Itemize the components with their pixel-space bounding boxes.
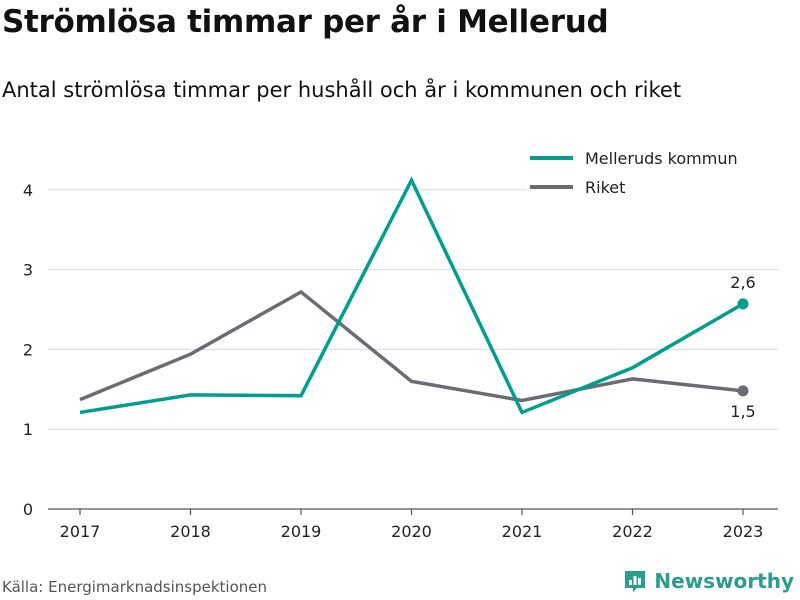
series-layer: [79, 176, 749, 415]
chart-subtitle: Antal strömlösa timmar per hushåll och å…: [2, 78, 682, 102]
end-value-label-riket: 1,5: [730, 402, 755, 421]
y-tick-label: 1: [23, 420, 33, 439]
brand-name: Newsworthy: [654, 569, 794, 593]
source-note: Källa: Energimarknadsinspektionen: [2, 578, 268, 596]
legend-label-kommun: Melleruds kommun: [585, 149, 738, 168]
y-tick-label: 2: [23, 340, 33, 359]
series-line-riket: [79, 289, 744, 403]
bar-chart-logo-icon: [625, 571, 646, 592]
legend: Melleruds kommun Riket: [527, 146, 780, 206]
x-tick-label: 2018: [170, 522, 211, 541]
x-tick-label: 2021: [502, 522, 543, 541]
legend-label-riket: Riket: [585, 178, 625, 197]
x-tick-label: 2022: [612, 522, 653, 541]
end-point-riket: [737, 385, 749, 397]
brand-logo: Newsworthy: [622, 568, 794, 594]
x-tick-label: 2017: [60, 522, 101, 541]
end-value-label-kommun: 2,6: [730, 273, 755, 292]
x-tick-label: 2019: [281, 522, 322, 541]
label-layer: 2,6 1,5: [730, 273, 755, 421]
end-point-kommun: [737, 298, 749, 310]
x-tick-label: 2020: [391, 522, 432, 541]
x-tick-label: 2023: [723, 522, 764, 541]
series-line-kommun: [79, 176, 744, 415]
axis-layer: 0 1 2 3 4 2017 2018 2019 2020 2021 2022 2023: [23, 181, 778, 541]
y-tick-label: 0: [23, 500, 33, 519]
y-tick-label: 4: [23, 181, 33, 200]
chart-title: Strömlösa timmar per år i Mellerud: [2, 4, 609, 40]
grid-layer: [48, 189, 778, 430]
y-tick-label: 3: [23, 261, 33, 280]
